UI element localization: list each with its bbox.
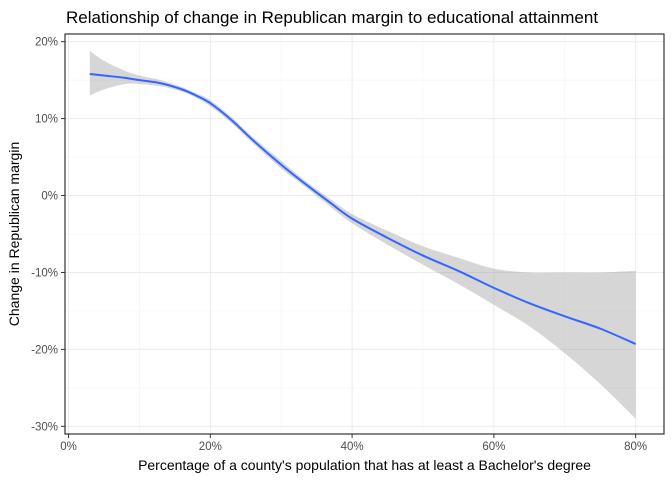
y-tick-label: -10%: [31, 267, 58, 279]
x-tick-label: 60%: [482, 441, 505, 453]
x-tick-label: 80%: [624, 441, 647, 453]
y-tick-label: 10%: [35, 114, 58, 126]
axis-ticks: 0% 20% 40% 60% 80% 20% 10% 0% -10% -20% -30%: [31, 37, 647, 453]
y-tick-label: 20%: [35, 37, 58, 49]
y-tick-label: -30%: [31, 421, 58, 433]
y-tick-label: -20%: [31, 344, 58, 356]
y-tick-label: 0%: [41, 191, 58, 203]
x-tick-label: 20%: [199, 441, 222, 453]
grid-layer: [65, 34, 664, 434]
x-tick-label: 0%: [60, 441, 77, 453]
x-axis-title: Percentage of a county's population that…: [138, 457, 591, 473]
chart-title: Relationship of change in Republican mar…: [66, 8, 598, 27]
panel-border: [64, 33, 665, 435]
y-axis-title: Change in Republican margin: [6, 142, 22, 326]
confidence-ribbon: [89, 50, 636, 419]
x-tick-label: 40%: [341, 441, 364, 453]
smooth-line: [89, 73, 637, 345]
